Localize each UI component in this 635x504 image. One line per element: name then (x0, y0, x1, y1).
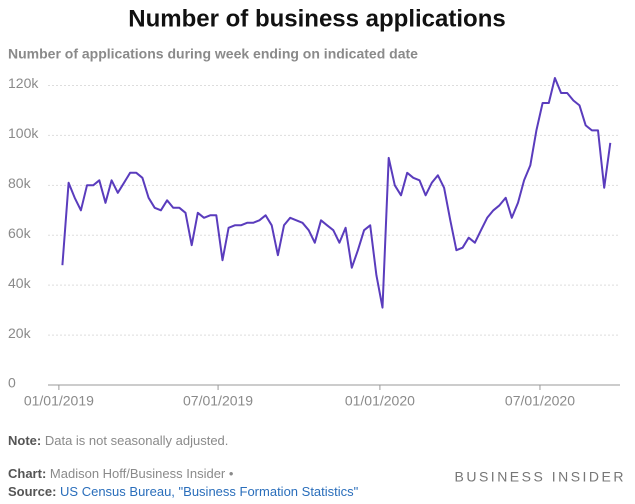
note-label: Note: (8, 433, 41, 448)
y-tick-label: 0 (8, 375, 16, 391)
x-tick-label: 01/01/2020 (345, 393, 415, 409)
y-tick-label: 40k (8, 275, 32, 291)
source-text: US Census Bureau, "Business Formation St… (60, 484, 359, 499)
y-tick-label: 60k (8, 225, 32, 241)
chart-label: Chart: (8, 466, 46, 481)
credit: Chart: Madison Hoff/Business Insider • (8, 466, 234, 481)
x-tick-label: 07/01/2020 (505, 393, 575, 409)
chart-credit: Madison Hoff/Business Insider • (50, 466, 234, 481)
note-text: Data is not seasonally adjusted. (45, 433, 229, 448)
x-tick-label: 07/01/2019 (183, 393, 253, 409)
y-tick-label: 80k (8, 175, 32, 191)
y-tick-label: 20k (8, 325, 32, 341)
y-tick-label: 120k (8, 75, 39, 91)
note: Note: Data is not seasonally adjusted. (8, 433, 228, 448)
y-tick-label: 100k (8, 125, 39, 141)
logo: BUSINESS INSIDER (455, 469, 626, 485)
subtitle: Number of applications during week endin… (8, 46, 418, 62)
source-label: Source: (8, 484, 56, 499)
data-line (61, 77, 612, 309)
chart-title: Number of business applications (128, 5, 505, 32)
x-tick-label: 01/01/2019 (24, 393, 94, 409)
source: Source: US Census Bureau, "Business Form… (8, 484, 359, 499)
